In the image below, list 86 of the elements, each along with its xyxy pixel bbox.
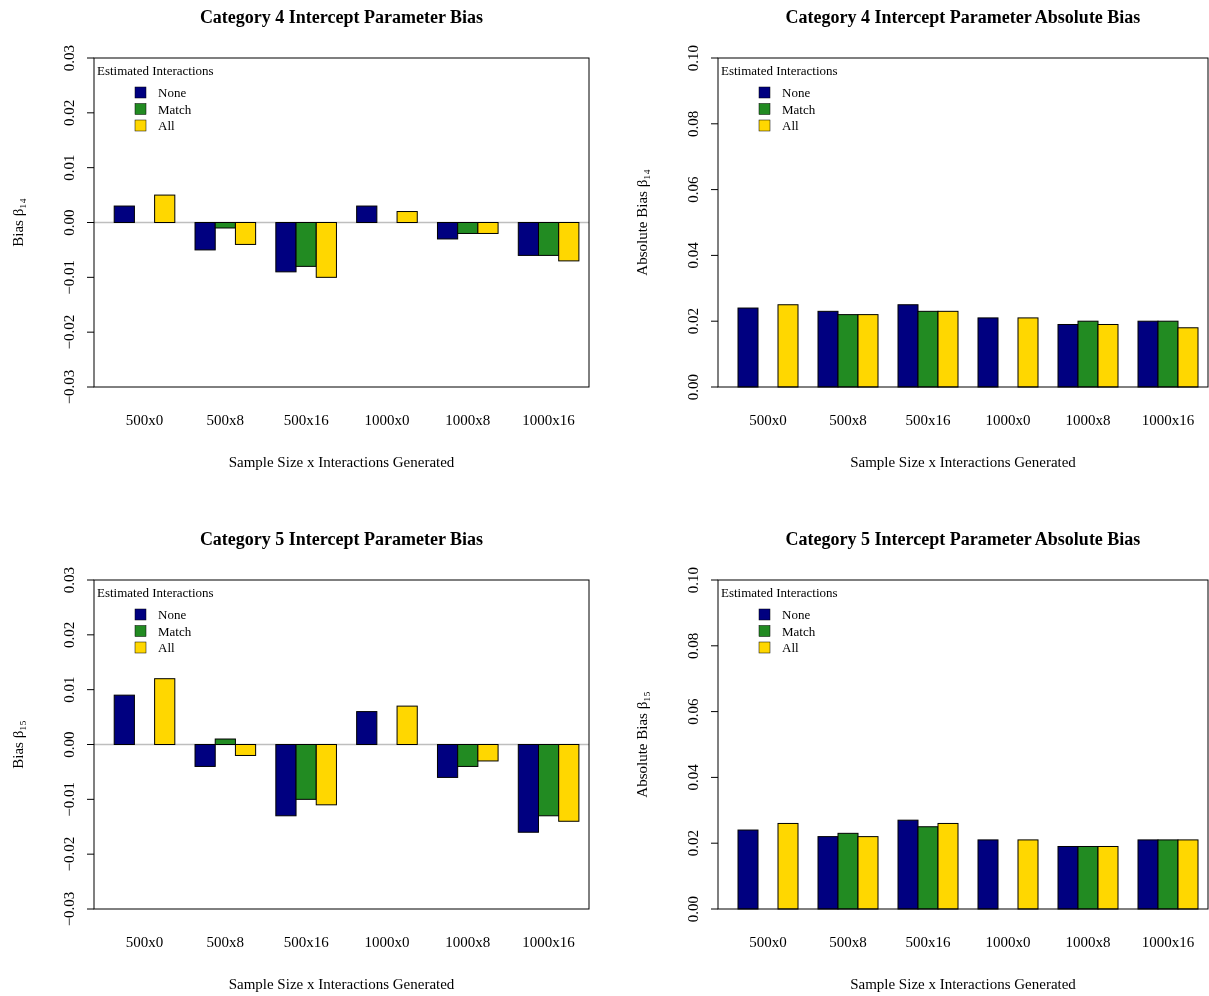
y-tick-label: 0.03 — [61, 44, 77, 72]
y-tick-label: 0.01 — [61, 154, 77, 181]
y-tick-label: 0.00 — [61, 209, 77, 236]
y-tick-label: 0.04 — [685, 763, 701, 791]
y-tick-label: −0.01 — [61, 259, 77, 295]
y-tick-label: 0.02 — [685, 308, 701, 335]
x-axis-title: Sample Size x Interactions Generated — [850, 976, 1077, 992]
y-tick-label: 0.02 — [61, 99, 77, 126]
y-tick-label: 0.01 — [61, 676, 77, 703]
legend-label: All — [782, 640, 799, 655]
x-tick-label: 500x16 — [283, 412, 330, 428]
legend-label: Match — [158, 101, 192, 117]
legend-label: Match — [158, 623, 192, 639]
y-tick-label: −0.02 — [61, 314, 77, 350]
y-axis-title: Bias β₁₄ — [10, 198, 26, 247]
x-tick-label: 1000x16 — [522, 412, 576, 428]
x-tick-label: 500x0 — [125, 934, 164, 950]
legend-title: Estimated Interactions — [721, 585, 838, 600]
legend-label: None — [158, 85, 187, 100]
y-tick-label: 0.10 — [685, 566, 701, 594]
legend-title: Estimated Interactions — [721, 63, 838, 78]
x-tick-label: 500x16 — [905, 934, 951, 950]
bar — [113, 694, 135, 745]
x-tick-label: 1000x0 — [985, 412, 1031, 428]
y-tick-label: 0.04 — [685, 241, 701, 269]
x-tick-label: 1000x8 — [1065, 412, 1111, 428]
legend-label: None — [782, 85, 811, 100]
legend-label: All — [158, 640, 175, 655]
y-tick-label: 0.00 — [685, 895, 701, 923]
x-tick-label: 1000x8 — [445, 934, 491, 950]
legend-label: Match — [782, 101, 816, 117]
bar — [113, 205, 135, 223]
x-tick-label: 500x8 — [829, 934, 867, 950]
x-tick-label: 500x0 — [749, 412, 787, 428]
x-tick-label: 500x8 — [206, 934, 245, 950]
bar — [356, 205, 378, 223]
chart-title: Category 5 Intercept Parameter Absolute Bias — [785, 529, 1141, 549]
y-tick-label: 0.02 — [61, 621, 77, 648]
y-tick-label: 0.08 — [685, 110, 701, 137]
x-tick-label: 500x0 — [749, 934, 787, 950]
x-tick-label: 1000x8 — [445, 412, 491, 428]
y-tick-label: 0.08 — [685, 632, 701, 659]
chart-title: Category 4 Intercept Parameter Absolute Bias — [785, 7, 1141, 27]
y-tick-label: 0.00 — [61, 731, 77, 758]
chart-title: Category 5 Intercept Parameter Bias — [199, 529, 484, 549]
y-axis-title: Bias β₁₅ — [10, 720, 26, 769]
y-tick-label: −0.02 — [61, 836, 77, 872]
legend-title: Estimated Interactions — [97, 63, 214, 78]
x-tick-label: 1000x0 — [364, 412, 410, 428]
x-axis-title: Sample Size x Interactions Generated — [228, 976, 455, 992]
bar — [396, 211, 418, 223]
y-axis-title: Absolute Bias β₁₅ — [634, 691, 650, 798]
bar — [154, 678, 176, 745]
bar — [154, 194, 176, 223]
x-tick-label: 1000x0 — [985, 934, 1031, 950]
y-tick-label: −0.03 — [61, 369, 77, 405]
y-tick-label: 0.10 — [685, 44, 701, 72]
x-tick-label: 1000x16 — [1141, 412, 1195, 428]
x-tick-label: 500x8 — [206, 412, 245, 428]
x-tick-label: 500x8 — [829, 412, 867, 428]
y-tick-label: −0.01 — [61, 781, 77, 817]
y-tick-label: −0.03 — [61, 891, 77, 927]
x-axis-title: Sample Size x Interactions Generated — [850, 454, 1077, 470]
bar — [356, 711, 378, 745]
x-tick-label: 1000x0 — [364, 934, 410, 950]
y-tick-label: 0.06 — [685, 175, 701, 203]
y-tick-label: 0.02 — [685, 830, 701, 857]
x-tick-label: 1000x16 — [1141, 934, 1195, 950]
x-tick-label: 500x16 — [283, 934, 330, 950]
legend-label: All — [158, 118, 175, 133]
legend-label: None — [158, 607, 187, 622]
legend-label: None — [782, 607, 811, 622]
legend-label: Match — [782, 623, 816, 639]
legend-title: Estimated Interactions — [97, 585, 214, 600]
x-tick-label: 1000x16 — [522, 934, 576, 950]
x-tick-label: 1000x8 — [1065, 934, 1111, 950]
y-tick-label: 0.03 — [61, 566, 77, 594]
x-tick-label: 500x16 — [905, 412, 951, 428]
y-axis-title: Absolute Bias β₁₄ — [634, 169, 650, 276]
legend-label: All — [782, 118, 799, 133]
x-tick-label: 500x0 — [125, 412, 164, 428]
bar — [396, 705, 418, 745]
y-tick-label: 0.00 — [685, 373, 701, 401]
x-axis-title: Sample Size x Interactions Generated — [228, 454, 455, 470]
y-tick-label: 0.06 — [685, 697, 701, 725]
chart-title: Category 4 Intercept Parameter Bias — [199, 7, 484, 27]
